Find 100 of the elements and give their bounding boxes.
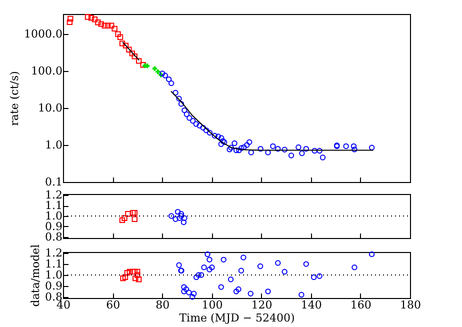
y-tick-label: 1.1	[45, 258, 62, 271]
point	[241, 144, 247, 150]
point	[190, 118, 196, 124]
point	[98, 21, 104, 27]
y-tick-label: 1.2	[45, 188, 62, 202]
point	[206, 266, 212, 272]
point	[258, 146, 264, 152]
point	[186, 115, 192, 121]
point	[218, 141, 224, 147]
point	[238, 145, 244, 151]
point	[228, 276, 234, 282]
point	[275, 146, 281, 152]
y-tick-label: 0.9	[45, 220, 62, 233]
point	[316, 148, 322, 154]
x-tick-label: 160	[350, 298, 372, 312]
point	[178, 213, 184, 219]
point	[134, 268, 140, 275]
point	[172, 90, 178, 96]
point	[152, 66, 158, 71]
point	[303, 261, 309, 267]
point	[190, 294, 196, 300]
point	[119, 217, 126, 224]
point	[183, 286, 190, 292]
point	[248, 290, 254, 296]
point	[316, 273, 322, 279]
point	[132, 54, 138, 60]
point	[181, 284, 187, 290]
x-tick-label: 80	[156, 298, 170, 312]
point	[206, 256, 212, 263]
y-axis-title: data/model	[29, 244, 42, 307]
point	[136, 276, 142, 282]
y-tick-label: 0.9	[45, 279, 62, 292]
point	[182, 107, 188, 114]
point	[320, 154, 326, 160]
point	[178, 211, 184, 217]
x-tick-label: 40	[56, 298, 70, 312]
point	[176, 215, 182, 221]
point	[132, 275, 138, 282]
point	[184, 111, 190, 118]
point	[186, 290, 192, 296]
point	[181, 288, 187, 294]
point	[236, 286, 242, 292]
point	[191, 290, 197, 296]
point	[233, 147, 240, 154]
point	[299, 150, 305, 156]
point	[288, 152, 294, 158]
point	[84, 14, 91, 20]
x-tick-label: 180	[400, 298, 421, 312]
point	[198, 272, 204, 278]
y-tick-label: 100.0	[31, 64, 62, 78]
point	[265, 150, 271, 156]
point	[166, 76, 172, 82]
point	[310, 274, 317, 280]
point	[122, 215, 128, 221]
point	[124, 270, 130, 276]
x-axis-title: Time (MJD − 52400)	[179, 312, 295, 324]
point	[240, 254, 246, 260]
point	[209, 264, 215, 270]
point	[112, 26, 118, 32]
point	[220, 256, 226, 263]
point	[226, 146, 232, 152]
y-axis-title: rate (ct/s)	[8, 71, 22, 126]
point	[201, 264, 207, 270]
y-tick-label: 0.1	[45, 176, 62, 188]
x-tick-label: 100	[202, 298, 223, 312]
point	[352, 146, 358, 152]
point	[228, 144, 234, 150]
point	[126, 46, 132, 52]
y-tick-label: 10.0	[38, 102, 62, 115]
y-tick-label: 1000.0	[24, 28, 62, 41]
point	[350, 143, 357, 150]
point	[119, 40, 126, 46]
point	[108, 22, 114, 28]
point	[248, 150, 254, 156]
point	[233, 288, 240, 294]
point	[257, 263, 264, 270]
point	[196, 272, 202, 278]
x-tick-label: 120	[251, 298, 272, 312]
point	[282, 146, 288, 152]
point	[168, 213, 174, 219]
point	[312, 148, 318, 154]
point	[122, 42, 129, 48]
point	[368, 144, 375, 150]
y-tick-label: 1.0	[45, 268, 62, 282]
point	[215, 134, 222, 140]
point	[122, 274, 128, 280]
point	[236, 147, 242, 154]
point	[352, 264, 358, 270]
point	[68, 16, 74, 22]
point	[115, 31, 121, 37]
point	[162, 72, 168, 78]
point	[168, 80, 174, 86]
point	[176, 262, 182, 268]
point	[105, 22, 111, 28]
point	[343, 143, 349, 150]
point	[92, 16, 98, 22]
point	[129, 50, 135, 56]
point	[238, 268, 244, 274]
point	[102, 22, 108, 28]
y-tick-label: 1.0	[45, 210, 62, 222]
